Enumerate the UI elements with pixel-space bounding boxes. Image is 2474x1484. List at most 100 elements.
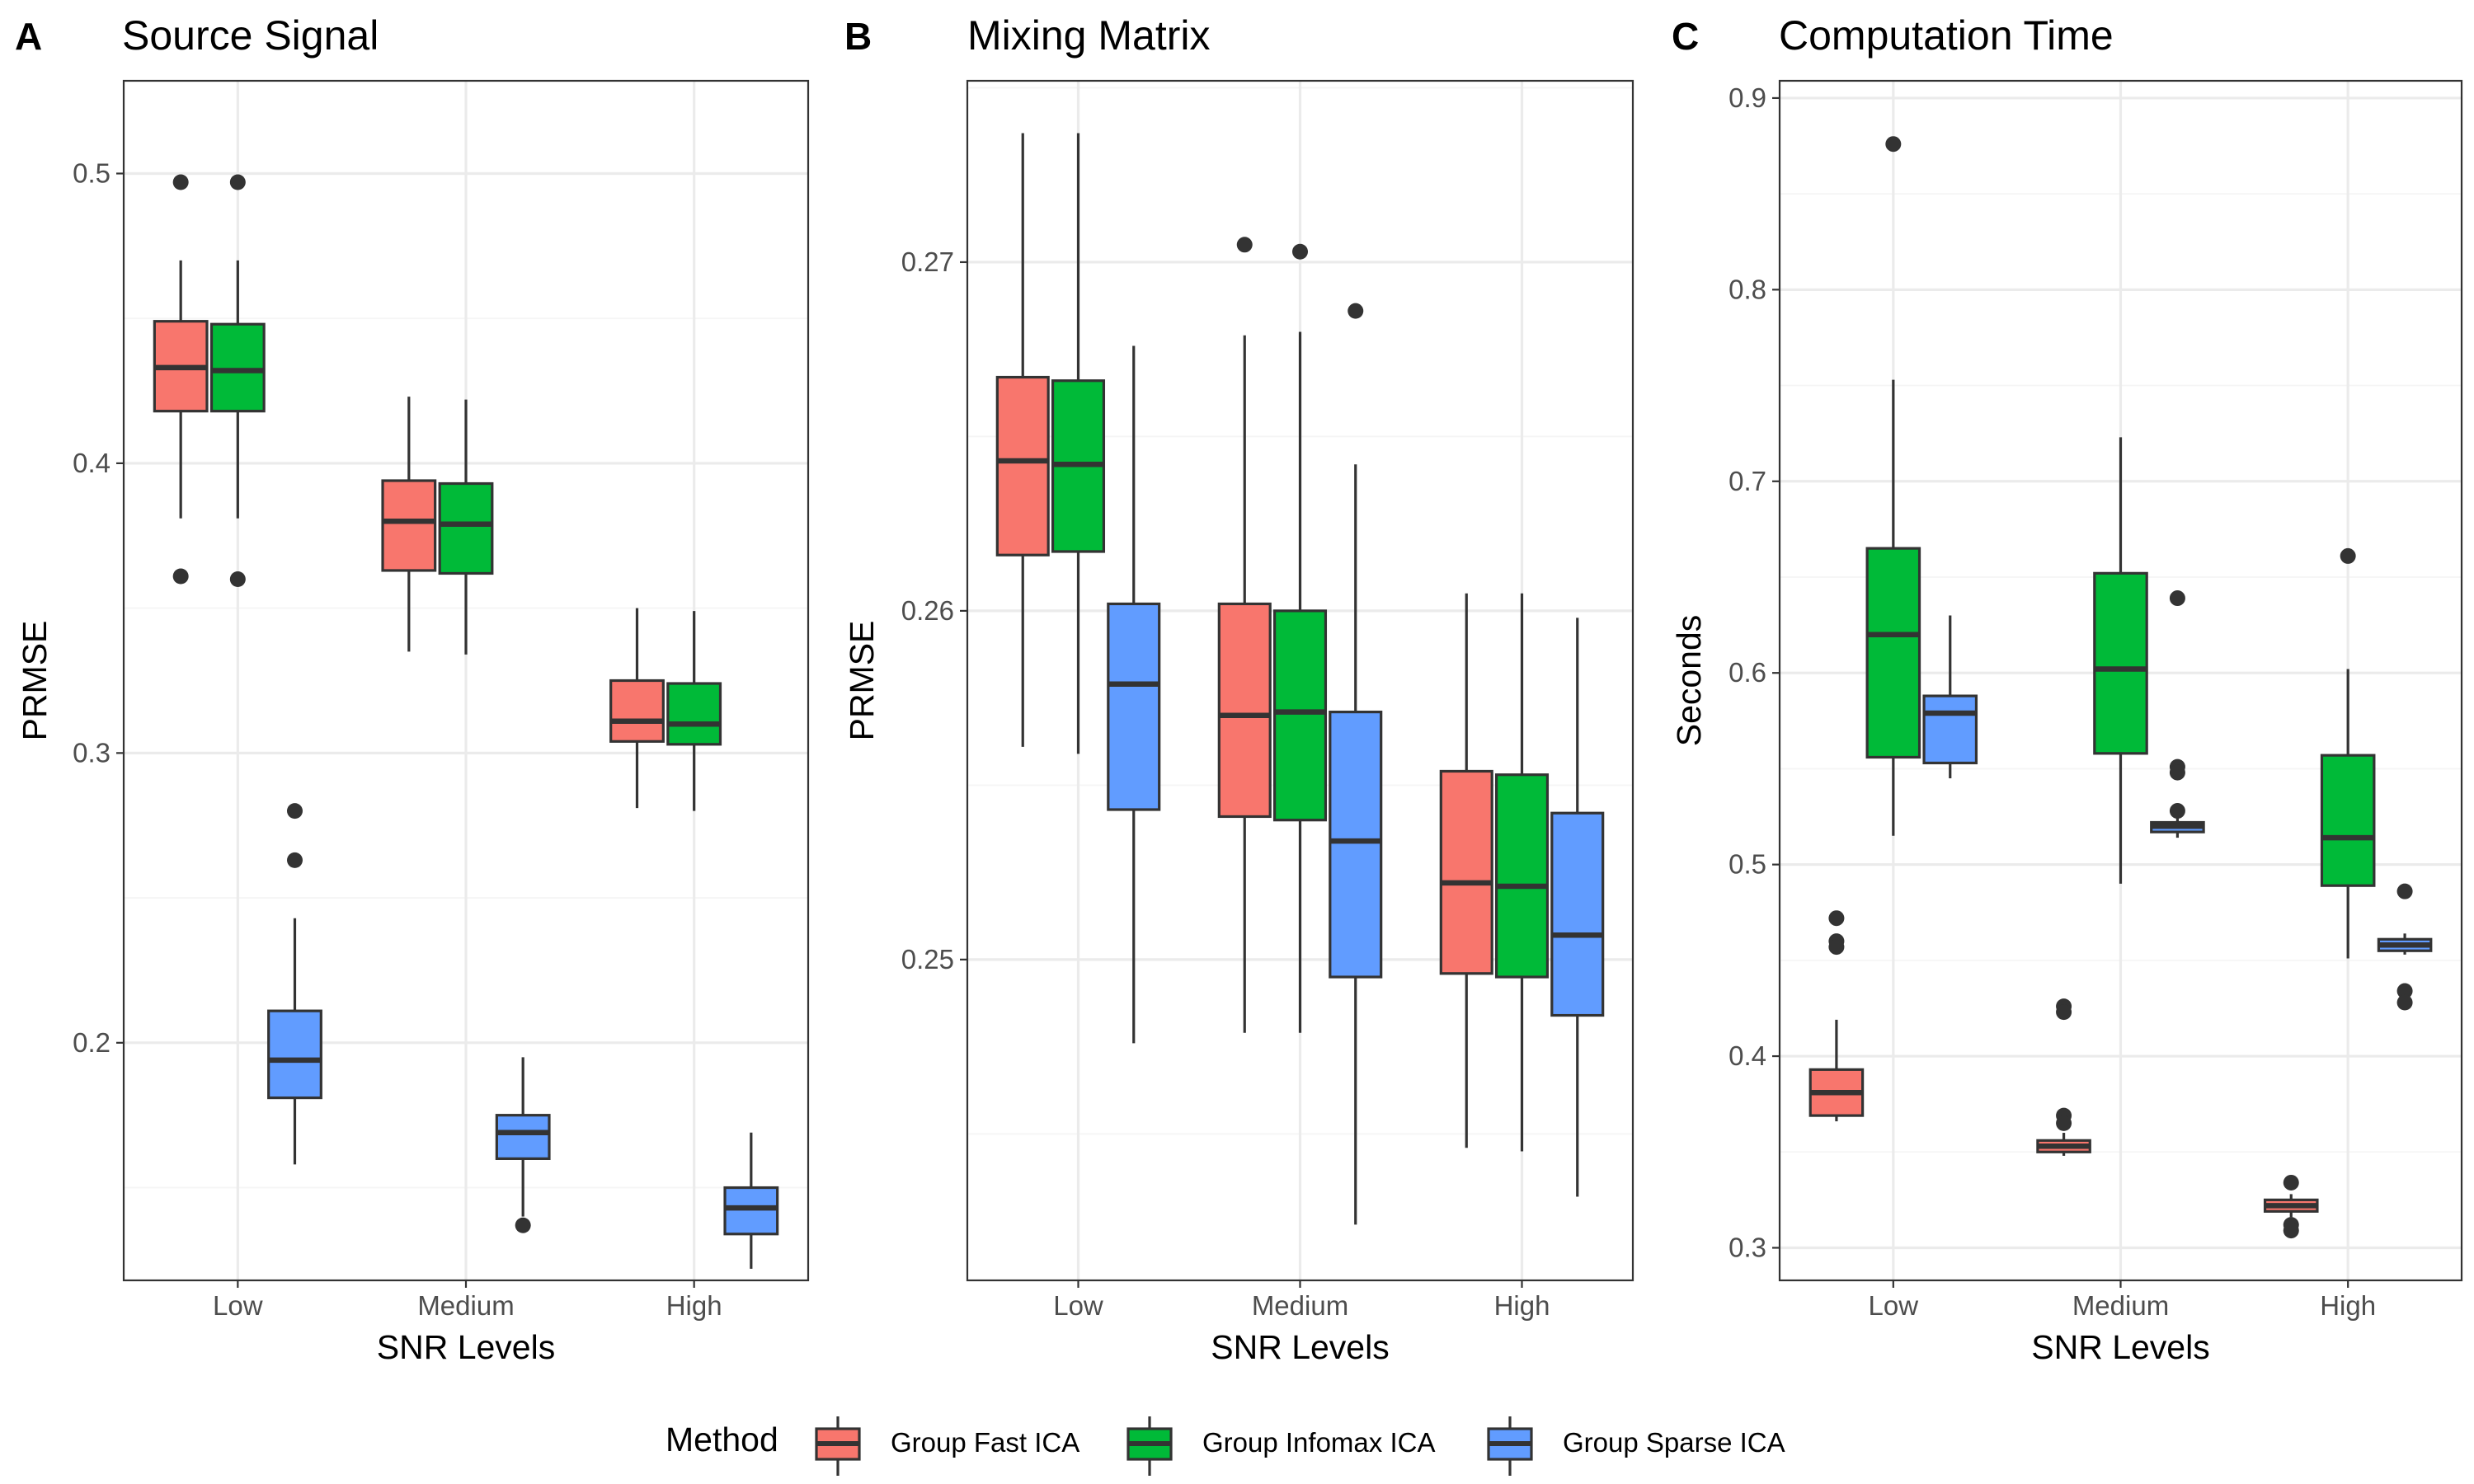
panel-a: 0.2 0.3 0.4 0.5 Low Medium High SNR Levels PRMSE… xyxy=(15,12,810,1366)
outlier-point xyxy=(2396,883,2413,899)
x-tick-label: Low xyxy=(1053,1290,1103,1321)
y-axis-title: PRMSE xyxy=(843,621,881,741)
iqr-box xyxy=(495,1114,551,1160)
outlier-point xyxy=(229,174,246,190)
box-group-sparse-ica-high xyxy=(1550,618,1605,1197)
iqr-box xyxy=(666,682,722,746)
box-group-fast-ica-low xyxy=(995,133,1050,747)
x-tick-label: Low xyxy=(213,1290,263,1321)
legend-item-group-infomax-ica: Group Infomax ICA xyxy=(1126,1416,1435,1476)
y-tick-label: 0.3 xyxy=(1729,1232,1766,1262)
x-tick-label: High xyxy=(2320,1290,2376,1321)
box-group-sparse-ica-high xyxy=(723,1132,779,1269)
outlier-point xyxy=(1236,237,1253,253)
iqr-box xyxy=(1494,773,1550,979)
box-group-infomax-ica-high xyxy=(1494,593,1550,1152)
legend-label: Group Fast ICA xyxy=(891,1427,1079,1458)
x-axis-title: SNR Levels xyxy=(2031,1328,2209,1366)
box-group-infomax-ica-low xyxy=(209,174,266,587)
y-tick-label: 0.9 xyxy=(1729,82,1766,113)
x-tick-label: High xyxy=(666,1290,722,1321)
x-tick-label: Low xyxy=(1869,1290,1919,1321)
panel-tag: B xyxy=(844,15,872,58)
iqr-box xyxy=(723,1186,779,1236)
y-tick-label: 0.7 xyxy=(1729,466,1766,496)
box-group-fast-ica-medium xyxy=(381,397,437,652)
iqr-box xyxy=(438,481,494,575)
box-group-infomax-ica-high xyxy=(2320,547,2376,959)
box-group-sparse-ica-low xyxy=(1107,345,1161,1044)
y-tick-label: 0.8 xyxy=(1729,274,1766,304)
outlier-point xyxy=(2169,803,2185,819)
box-group-infomax-ica-medium xyxy=(2093,437,2148,884)
iqr-box xyxy=(267,1009,322,1100)
panel-tag: A xyxy=(15,15,42,58)
x-tick-label: High xyxy=(1494,1290,1550,1321)
iqr-box xyxy=(1439,769,1493,975)
y-axis-title: PRMSE xyxy=(16,621,54,741)
x-tick-label: Medium xyxy=(417,1290,514,1321)
box-group-fast-ica-high xyxy=(2263,1174,2319,1239)
outlier-point xyxy=(172,174,189,190)
outlier-point xyxy=(2169,590,2185,607)
y-axis-title: Seconds xyxy=(1670,615,1708,747)
iqr-box xyxy=(1550,811,1605,1017)
outlier-point xyxy=(287,852,303,868)
series-group-sparse-ica xyxy=(1922,590,2433,1011)
box-group-sparse-ica-medium xyxy=(2150,590,2205,838)
y-tick-label: 0.26 xyxy=(901,595,954,626)
y-tick-label: 0.5 xyxy=(1729,849,1766,880)
series-group-sparse-ica xyxy=(267,803,779,1269)
box-group-sparse-ica-high xyxy=(2377,883,2433,1011)
iqr-box xyxy=(1865,547,1921,759)
outlier-point xyxy=(1348,303,1364,319)
box-group-fast-ica-medium xyxy=(1217,237,1272,1033)
x-tick-label: Medium xyxy=(2072,1290,2169,1321)
iqr-box xyxy=(1107,602,1161,811)
y-tick-label: 0.27 xyxy=(901,247,954,277)
legend: Method Group Fast ICA Group Infomax ICA Gr… xyxy=(666,1416,1785,1476)
outlier-point xyxy=(2396,983,2413,999)
y-tick-label: 0.25 xyxy=(901,944,954,974)
outlier-point xyxy=(2340,547,2356,564)
iqr-box xyxy=(209,322,266,413)
outlier-point xyxy=(1885,136,1902,153)
series-group-fast-ica xyxy=(153,174,665,809)
box-group-fast-ica-low xyxy=(1808,910,1865,1122)
box-group-sparse-ica-low xyxy=(1922,615,1978,779)
outlier-point xyxy=(1828,910,1845,927)
outlier-point xyxy=(2283,1174,2299,1190)
outlier-point xyxy=(2283,1223,2299,1239)
outlier-point xyxy=(229,571,246,587)
outlier-point xyxy=(1828,939,1845,956)
iqr-box xyxy=(381,479,437,572)
outlier-point xyxy=(2056,1115,2072,1131)
x-tick-label: Medium xyxy=(1252,1290,1348,1321)
series-group-fast-ica xyxy=(1808,910,2319,1239)
x-axis-title: SNR Levels xyxy=(377,1328,555,1366)
outlier-point xyxy=(2396,994,2413,1011)
panel-title: Source Signal xyxy=(122,12,379,59)
iqr-box xyxy=(1217,602,1272,819)
y-tick-label: 0.4 xyxy=(73,448,111,478)
series-group-infomax-ica xyxy=(1051,133,1550,1152)
panel-title: Computation Time xyxy=(1779,12,2114,59)
box-group-fast-ica-low xyxy=(153,174,209,585)
box-group-infomax-ica-medium xyxy=(438,399,494,655)
legend-item-group-fast-ica: Group Fast ICA xyxy=(815,1416,1079,1476)
box-group-fast-ica-high xyxy=(1439,593,1493,1148)
y-tick-label: 0.4 xyxy=(1729,1040,1766,1071)
iqr-box xyxy=(1329,710,1383,979)
panel-b: 0.25 0.26 0.27 Low Medium High SNR Levels PRMSE… xyxy=(843,12,1634,1366)
legend-item-group-sparse-ica: Group Sparse ICA xyxy=(1487,1416,1785,1476)
box-group-fast-ica-high xyxy=(609,608,665,809)
iqr-box xyxy=(2093,571,2148,755)
series-group-fast-ica xyxy=(995,133,1493,1148)
outlier-point xyxy=(2056,1004,2072,1021)
outlier-point xyxy=(287,803,303,819)
y-tick-label: 0.5 xyxy=(73,157,111,188)
legend-label: Group Infomax ICA xyxy=(1202,1427,1435,1458)
outlier-point xyxy=(172,568,189,585)
series-group-sparse-ica xyxy=(1107,303,1605,1225)
